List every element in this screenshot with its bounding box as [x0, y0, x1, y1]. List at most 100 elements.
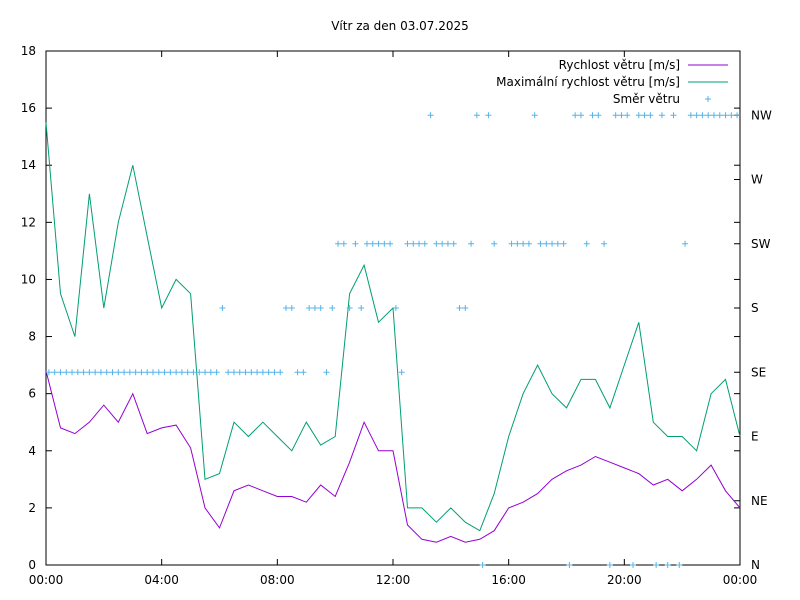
direction-point [444, 240, 451, 247]
direction-point [433, 240, 440, 247]
direction-point [560, 240, 567, 247]
direction-point [254, 369, 261, 376]
direction-point [525, 240, 532, 247]
series-layer [45, 112, 741, 568]
x-axis: 00:00 04:00 08:00 12:00 16:00 20:00 00:00 [29, 51, 758, 587]
direction-point [178, 369, 185, 376]
y2-tick-label: SE [751, 365, 766, 379]
direction-point [520, 240, 527, 247]
direction-point [225, 369, 232, 376]
direction-point [144, 369, 151, 376]
direction-point [317, 305, 324, 311]
direction-point [549, 240, 556, 247]
direction-point [45, 369, 52, 376]
direction-point [126, 369, 133, 376]
x-tick-label: 20:00 [607, 573, 642, 587]
direction-point [340, 240, 347, 247]
direction-point [392, 305, 399, 311]
direction-point [658, 112, 665, 119]
direction-point [728, 112, 735, 119]
direction-point [583, 240, 590, 247]
direction-point [92, 369, 99, 376]
direction-point [115, 369, 122, 376]
series-line-0 [45, 370, 741, 543]
direction-point [589, 112, 596, 119]
direction-point [554, 240, 561, 247]
x-tick-label: 08:00 [260, 573, 295, 587]
direction-point [595, 112, 602, 119]
direction-point [687, 112, 694, 119]
y2-tick-label: N [751, 558, 760, 572]
direction-point [288, 305, 295, 311]
direction-point [219, 305, 226, 311]
y-tick-label: 12 [21, 215, 36, 229]
direction-point [329, 305, 336, 311]
direction-point [138, 369, 145, 376]
direction-point [624, 112, 631, 119]
direction-point [410, 240, 417, 247]
y-tick-label: 16 [21, 101, 36, 115]
direction-point [647, 112, 654, 119]
direction-point [601, 240, 608, 247]
y-tick-label: 18 [21, 44, 36, 58]
y2-tick-label: E [751, 430, 759, 444]
direction-point [277, 369, 284, 376]
direction-point [80, 369, 87, 376]
direction-point [537, 240, 544, 247]
legend: Rychlost větru [m/s] Maximální rychlost v… [496, 58, 728, 106]
direction-point [398, 369, 405, 376]
direction-point [184, 369, 191, 376]
direction-point [479, 562, 486, 568]
direction-point [190, 369, 197, 376]
x-tick-label: 00:00 [723, 573, 758, 587]
direction-point [161, 369, 168, 376]
direction-point [462, 305, 469, 311]
direction-point [676, 562, 683, 568]
y-tick-label: 0 [28, 558, 36, 572]
direction-point [664, 562, 671, 568]
direction-point [323, 369, 330, 376]
direction-point [421, 240, 428, 247]
direction-point [196, 369, 203, 376]
direction-point [300, 369, 307, 376]
direction-point [682, 240, 689, 247]
y2-tick-label: NE [751, 494, 768, 508]
direction-point [606, 562, 613, 568]
direction-point [427, 112, 434, 119]
direction-point [450, 240, 457, 247]
direction-point [566, 562, 573, 568]
direction-point [306, 305, 313, 311]
direction-point [369, 240, 376, 247]
direction-point [468, 240, 475, 247]
direction-point [109, 369, 116, 376]
direction-point [74, 369, 81, 376]
direction-point [259, 369, 266, 376]
direction-point [173, 369, 180, 376]
direction-point [132, 369, 139, 376]
direction-point [670, 112, 677, 119]
direction-point [508, 240, 515, 247]
direction-point [439, 240, 446, 247]
x-tick-label: 00:00 [29, 573, 64, 587]
direction-point [149, 369, 156, 376]
direction-point [641, 112, 648, 119]
y-tick-label: 6 [28, 387, 36, 401]
y-tick-label: 14 [21, 158, 36, 172]
direction-point [381, 240, 388, 247]
direction-point [51, 369, 58, 376]
direction-point [705, 112, 712, 119]
direction-point [734, 112, 741, 119]
direction-point [242, 369, 249, 376]
direction-point [485, 112, 492, 119]
direction-point [491, 240, 498, 247]
direction-point [265, 369, 272, 376]
direction-point [57, 369, 64, 376]
direction-point [294, 369, 301, 376]
y-tick-label: 10 [21, 272, 36, 286]
direction-point [283, 305, 290, 311]
direction-point [202, 369, 209, 376]
legend-label: Rychlost větru [m/s] [559, 58, 680, 72]
x-tick-label: 16:00 [491, 573, 526, 587]
direction-point [97, 369, 104, 376]
direction-point [352, 240, 359, 247]
